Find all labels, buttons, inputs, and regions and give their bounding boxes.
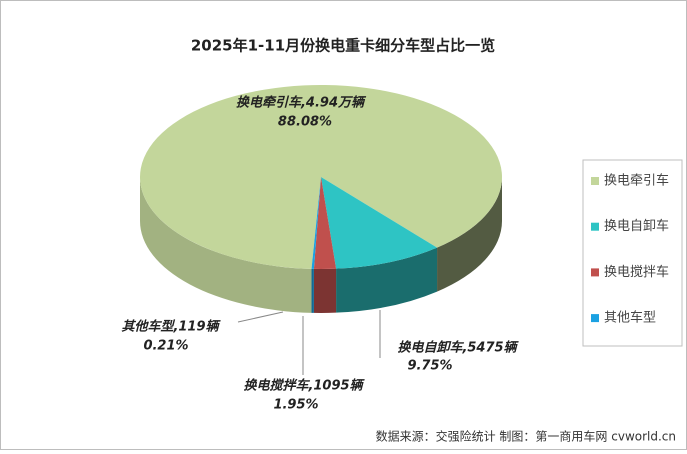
value-label: 1.95%: [273, 398, 318, 413]
leader-line: [237, 311, 284, 323]
data-label: 换电牵引车,4.94万辆: [236, 95, 367, 111]
legend-label: 其他车型: [604, 310, 656, 326]
legend-label: 换电自卸车: [604, 218, 669, 234]
slice: [139, 85, 502, 269]
slice-side: [437, 177, 502, 292]
data-label: 换电自卸车,5475辆: [397, 340, 519, 356]
value-label: 88.08%: [278, 115, 332, 130]
slice-side: [313, 268, 337, 313]
legend-swatch: [591, 314, 599, 323]
slice: [321, 177, 438, 269]
chart-title: 2025年1-11月份换电重卡细分车型占比一览: [191, 37, 495, 55]
slice: [313, 177, 337, 269]
value-label: 9.75%: [407, 359, 452, 374]
data-label: 换电搅拌车,1095辆: [243, 378, 365, 394]
legend-swatch: [591, 222, 599, 231]
slice-side: [140, 177, 312, 313]
slice-side: [336, 247, 438, 313]
source: 数据来源：交强险统计 制图：第一商用车网 cvworld.cn: [376, 429, 676, 444]
legend-label: 换电搅拌车: [604, 264, 669, 280]
value-label: 0.21%: [143, 339, 188, 354]
legend-label: 换电牵引车: [604, 173, 669, 189]
slice: [311, 177, 321, 269]
legend-swatch: [591, 177, 599, 185]
slice-side: [311, 268, 314, 313]
legend-swatch: [591, 268, 599, 277]
legend-box: [582, 159, 683, 347]
data-label: 其他车型,119辆: [121, 319, 221, 335]
